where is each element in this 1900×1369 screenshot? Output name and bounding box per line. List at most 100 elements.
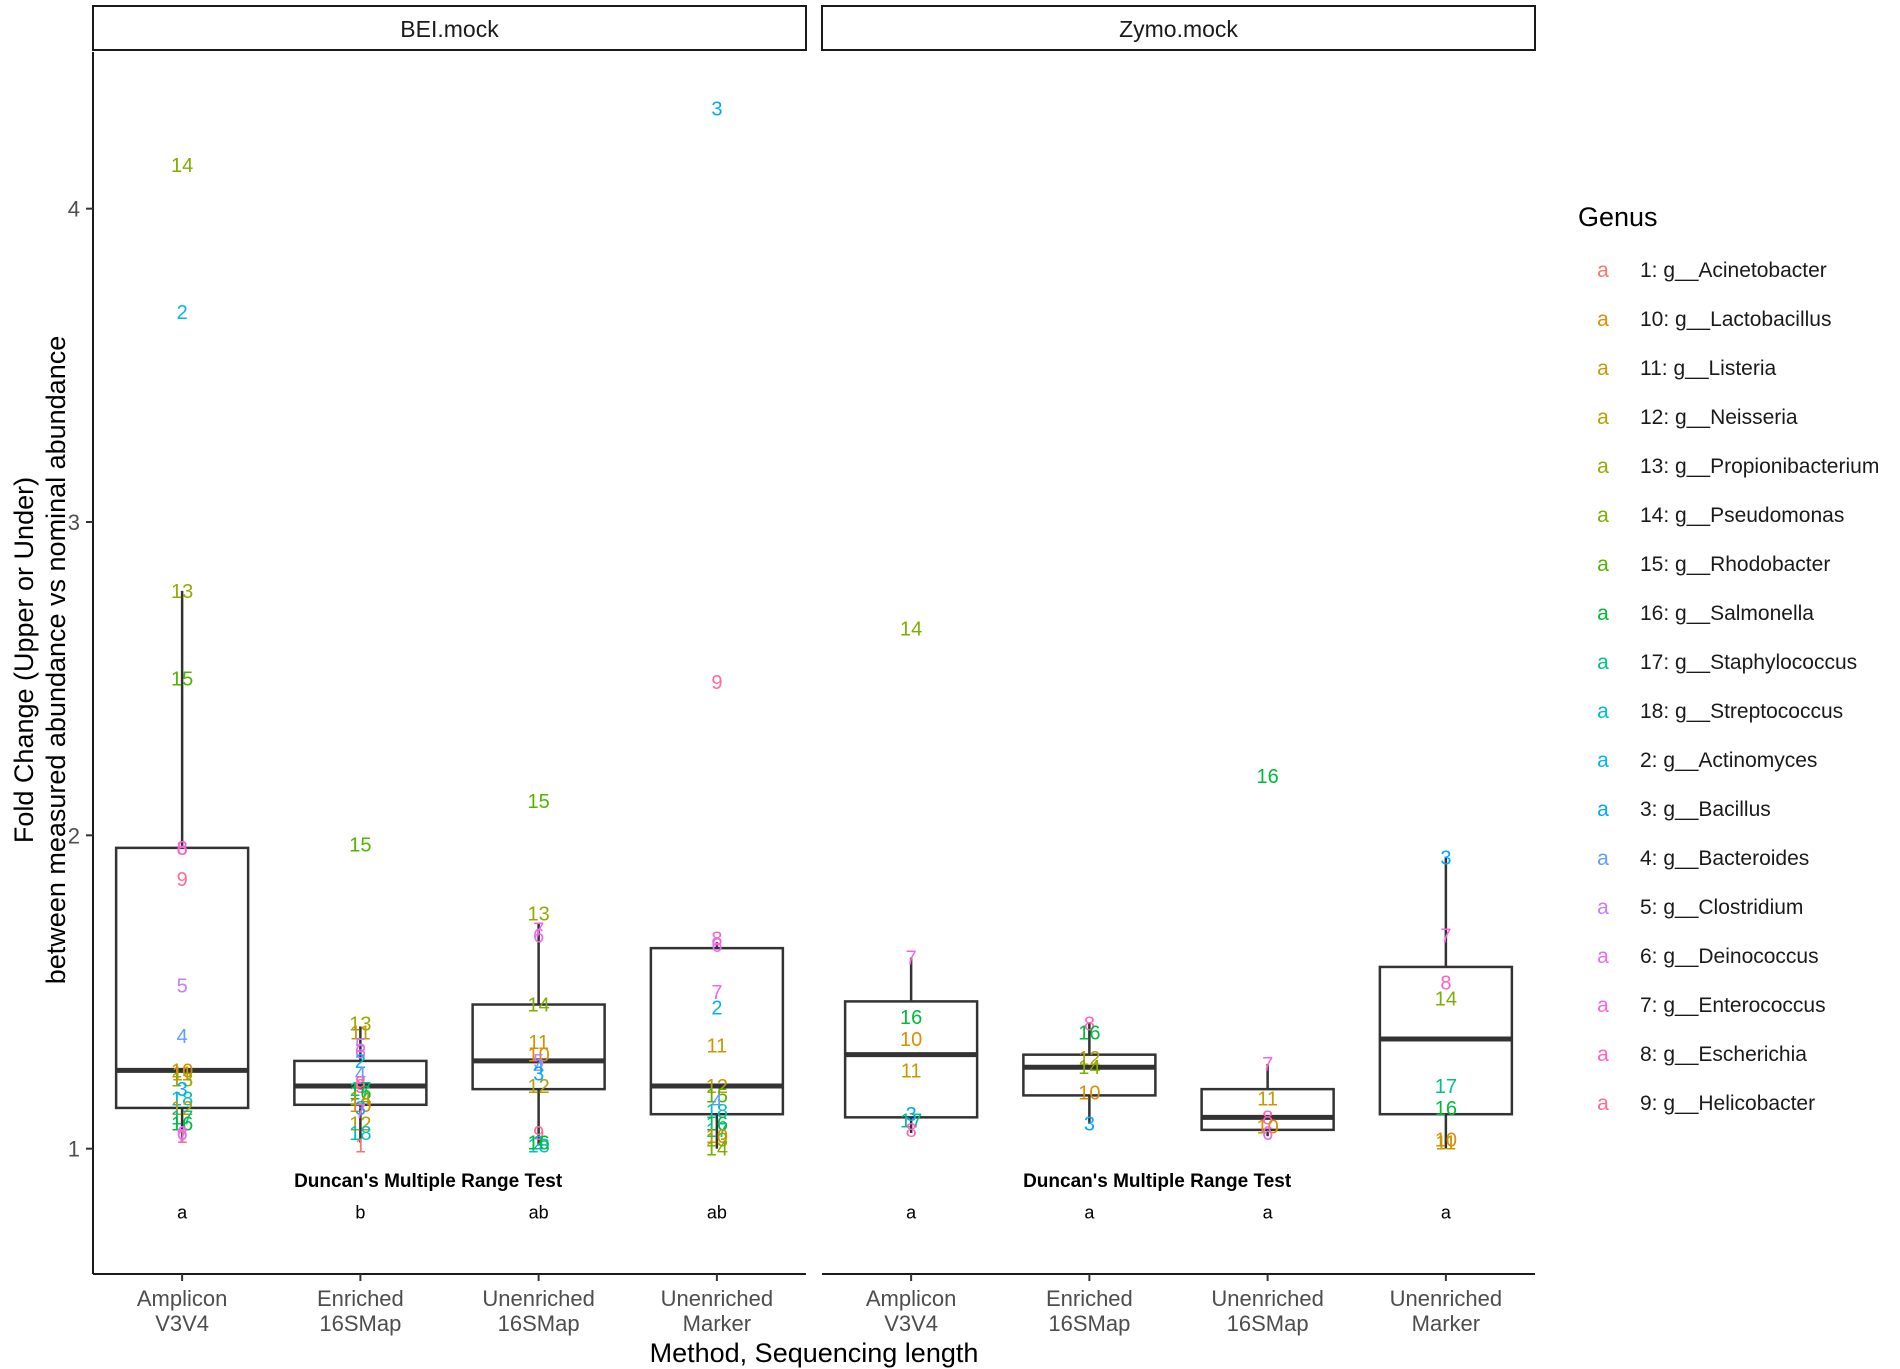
data-point-genus-11: 11: [1257, 1089, 1278, 1111]
data-point-genus-10: 10: [349, 1095, 371, 1117]
data-point-genus-7: 7: [711, 982, 722, 1004]
x-tick-label-line-2: V3V4: [884, 1311, 938, 1336]
legend-item-label: 3: g__Bacillus: [1640, 798, 1771, 821]
x-tick-label-line-1: Amplicon: [137, 1286, 227, 1311]
data-point-genus-6: 6: [1262, 1123, 1273, 1145]
data-point-genus-8: 8: [1084, 1013, 1095, 1035]
data-point-genus-4: 4: [177, 1026, 188, 1048]
x-tick-label-line-1: Unenriched: [482, 1286, 595, 1311]
data-point-genus-16: 16: [349, 1082, 371, 1104]
data-point-genus-16: 16: [171, 1114, 193, 1136]
data-point-genus-17: 17: [349, 1079, 371, 1101]
data-point-genus-6: 6: [177, 838, 188, 860]
data-point-genus-7: 7: [355, 1101, 366, 1123]
x-tick-label-line-2: V3V4: [155, 1311, 209, 1336]
data-point-genus-4: 4: [533, 1057, 544, 1079]
data-point-genus-11: 11: [1435, 1132, 1456, 1154]
x-axis-title: Method, Sequencing length: [650, 1338, 979, 1368]
data-point-genus-3: 3: [177, 1079, 188, 1101]
group-letter: a: [1263, 1202, 1274, 1222]
data-point-genus-1: 1: [177, 1126, 188, 1148]
data-point-genus-4: 4: [711, 1092, 722, 1114]
legend-key-glyph: a: [1597, 504, 1609, 527]
data-point-genus-14: 14: [1435, 988, 1457, 1010]
legend-item-label: 15: g__Rhodobacter: [1640, 553, 1830, 576]
data-point-genus-13: 13: [171, 1070, 193, 1092]
x-tick-label-line-2: 16SMap: [498, 1311, 580, 1336]
legend-item-label: 2: g__Actinomyces: [1640, 749, 1817, 772]
data-point-genus-15: 15: [528, 791, 550, 813]
legend-item-label: 4: g__Bacteroides: [1640, 847, 1809, 870]
data-point-genus-7: 7: [177, 1126, 188, 1148]
data-points: 1421315689541011133181217161671513115624…: [171, 98, 1457, 1160]
data-point-genus-3: 3: [355, 1098, 366, 1120]
legend-key-glyph: a: [1597, 602, 1609, 625]
data-point-genus-3: 3: [1440, 847, 1451, 869]
data-point-genus-11: 11: [350, 1023, 371, 1045]
box-iqr: [293, 1059, 428, 1107]
data-point-genus-5: 5: [533, 1051, 544, 1073]
y-axis-title-line-2: between measured abundance vs nominal ab…: [41, 336, 71, 984]
legend-item-label: 10: g__Lactobacillus: [1640, 308, 1831, 331]
data-point-genus-6: 6: [177, 1123, 188, 1145]
box-iqr: [1022, 1053, 1157, 1097]
legend-item-label: 13: g__Propionibacterium: [1640, 455, 1879, 478]
data-point-genus-2: 2: [711, 998, 722, 1020]
data-point-genus-10: 10: [171, 1060, 193, 1082]
data-point-genus-8: 8: [355, 1073, 366, 1095]
legend-title: Genus: [1578, 202, 1658, 232]
data-point-genus-10: 10: [1435, 1129, 1457, 1151]
legend-key-glyph: a: [1597, 700, 1609, 723]
data-point-genus-18: 18: [171, 1089, 193, 1111]
data-point-genus-11: 11: [901, 1060, 922, 1082]
data-point-genus-7: 7: [1440, 926, 1451, 948]
data-point-genus-14: 14: [900, 619, 922, 641]
group-letter: a: [1441, 1202, 1452, 1222]
legend-key-glyph: a: [1597, 553, 1609, 576]
data-point-genus-3: 3: [711, 98, 722, 120]
data-point-genus-3: 3: [906, 1104, 917, 1126]
group-letter: b: [355, 1202, 365, 1222]
legend-item-label: 8: g__Escherichia: [1640, 1043, 1807, 1066]
y-tick-label: 3: [68, 510, 80, 535]
data-point-genus-14: 14: [706, 1139, 728, 1161]
data-point-genus-7: 7: [533, 919, 544, 941]
y-tick-label: 1: [68, 1137, 80, 1162]
x-tick-label-line-2: Marker: [683, 1311, 751, 1336]
data-point-genus-9: 9: [533, 1123, 544, 1145]
group-letter: a: [1084, 1202, 1095, 1222]
x-ticks: AmpliconV3V4Enriched16SMapUnenriched16SM…: [137, 1274, 1502, 1336]
boxes: [114, 590, 1514, 1149]
x-tick-label-line-1: Unenriched: [1211, 1286, 1324, 1311]
legend-key-glyph: a: [1597, 455, 1609, 478]
legend-key-glyph: a: [1597, 259, 1609, 282]
data-point-genus-14: 14: [349, 1089, 371, 1111]
legend-key-glyph: a: [1597, 1092, 1609, 1115]
data-point-genus-13: 13: [349, 1013, 371, 1035]
x-tick-label-line-1: Amplicon: [866, 1286, 956, 1311]
data-point-genus-12: 12: [706, 1076, 728, 1098]
data-point-genus-13: 13: [528, 904, 550, 926]
data-point-genus-8: 8: [1262, 1107, 1273, 1129]
legend-key-glyph: a: [1597, 847, 1609, 870]
data-point-genus-10: 10: [900, 1029, 922, 1051]
data-point-genus-16: 16: [1257, 766, 1279, 788]
group-letter: ab: [529, 1202, 549, 1222]
legend-item-label: 16: g__Salmonella: [1640, 602, 1814, 625]
box-iqr: [114, 846, 250, 1110]
x-tick-label-line-2: Marker: [1412, 1311, 1480, 1336]
data-point-genus-15: 15: [706, 1085, 728, 1107]
legend-item-label: 14: g__Pseudomonas: [1640, 504, 1844, 527]
legend-key-glyph: a: [1597, 896, 1609, 919]
y-axis-title-line-1: Fold Change (Upper or Under): [9, 477, 39, 843]
data-point-genus-18: 18: [706, 1101, 728, 1123]
data-point-genus-10: 10: [528, 1045, 550, 1067]
x-tick-label-line-2: 16SMap: [1227, 1311, 1309, 1336]
data-point-genus-18: 18: [528, 1136, 550, 1158]
data-point-genus-6: 6: [355, 1042, 366, 1064]
x-tick-label-line-1: Enriched: [1046, 1286, 1133, 1311]
data-point-genus-15: 15: [349, 835, 371, 857]
legend-key-glyph: a: [1597, 651, 1609, 674]
